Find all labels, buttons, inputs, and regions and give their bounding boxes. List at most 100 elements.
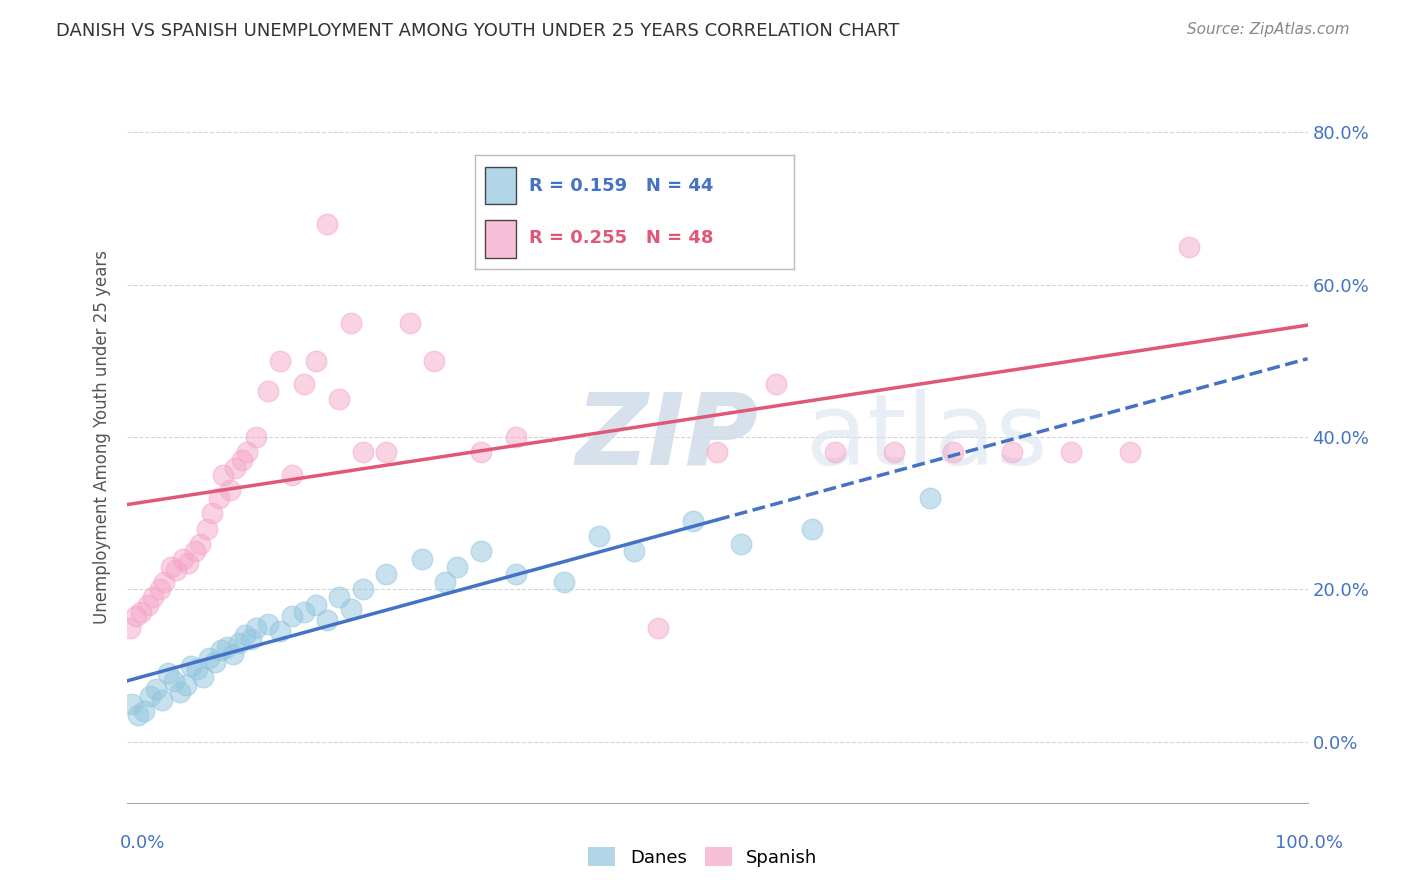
Point xyxy=(150,693,173,707)
Point xyxy=(174,678,197,692)
Point xyxy=(177,556,200,570)
Point xyxy=(434,574,457,589)
Point xyxy=(1119,445,1142,459)
Point xyxy=(765,376,787,391)
Point xyxy=(588,202,610,216)
Point xyxy=(304,598,326,612)
Point xyxy=(257,616,280,631)
Text: Source: ZipAtlas.com: Source: ZipAtlas.com xyxy=(1187,22,1350,37)
Point xyxy=(224,460,246,475)
Point xyxy=(188,537,211,551)
Point xyxy=(824,445,846,459)
Point xyxy=(352,445,374,459)
Point xyxy=(446,559,468,574)
Point xyxy=(706,445,728,459)
Point xyxy=(1178,239,1201,253)
Point xyxy=(198,651,221,665)
Point xyxy=(180,658,202,673)
Point xyxy=(121,697,143,711)
Point xyxy=(505,430,527,444)
Point xyxy=(375,445,398,459)
Point xyxy=(141,590,163,604)
Point xyxy=(340,316,363,330)
Point xyxy=(204,655,226,669)
Point xyxy=(233,628,256,642)
Point xyxy=(399,316,422,330)
Point xyxy=(163,673,186,688)
Point xyxy=(730,537,752,551)
Point xyxy=(184,544,207,558)
Point xyxy=(422,354,444,368)
Point xyxy=(328,392,350,406)
Point xyxy=(340,601,363,615)
Point xyxy=(304,354,326,368)
Point xyxy=(127,708,149,723)
Point xyxy=(245,621,267,635)
Point xyxy=(200,506,222,520)
Point xyxy=(1001,445,1024,459)
Point xyxy=(918,491,941,505)
Point xyxy=(165,563,187,577)
Point xyxy=(292,605,315,619)
Point xyxy=(257,384,280,399)
Point xyxy=(136,598,159,612)
Legend: Danes, Spanish: Danes, Spanish xyxy=(581,840,825,874)
Point xyxy=(682,514,704,528)
Point xyxy=(219,483,242,498)
Point xyxy=(172,552,194,566)
Point xyxy=(470,445,492,459)
Point xyxy=(245,430,267,444)
Point xyxy=(222,647,245,661)
Point xyxy=(153,574,176,589)
Point xyxy=(328,590,350,604)
Point xyxy=(411,552,433,566)
Point xyxy=(281,609,304,624)
Point xyxy=(160,559,183,574)
Point xyxy=(269,624,291,639)
Point xyxy=(145,681,167,696)
Point xyxy=(212,468,235,483)
Point xyxy=(647,621,669,635)
Y-axis label: Unemployment Among Youth under 25 years: Unemployment Among Youth under 25 years xyxy=(93,250,111,624)
Point xyxy=(375,567,398,582)
Point xyxy=(316,613,339,627)
Text: 0.0%: 0.0% xyxy=(120,834,165,852)
Point xyxy=(800,521,823,535)
Point xyxy=(883,445,905,459)
Point xyxy=(129,605,152,619)
Point xyxy=(208,491,231,505)
Point xyxy=(149,582,172,597)
Point xyxy=(193,670,215,684)
Point xyxy=(239,632,262,646)
Point xyxy=(236,445,259,459)
Point xyxy=(169,685,191,699)
Point xyxy=(231,453,253,467)
Text: atlas: atlas xyxy=(806,389,1047,485)
Point xyxy=(281,468,304,483)
Point xyxy=(540,217,562,231)
Point xyxy=(292,376,315,391)
Point xyxy=(942,445,965,459)
Point xyxy=(156,666,179,681)
Point xyxy=(269,354,291,368)
Point xyxy=(1060,445,1083,459)
Point xyxy=(125,609,148,624)
Point xyxy=(470,544,492,558)
Text: ZIP: ZIP xyxy=(575,389,758,485)
Point xyxy=(134,705,156,719)
Point xyxy=(505,567,527,582)
Text: DANISH VS SPANISH UNEMPLOYMENT AMONG YOUTH UNDER 25 YEARS CORRELATION CHART: DANISH VS SPANISH UNEMPLOYMENT AMONG YOU… xyxy=(56,22,900,40)
Point xyxy=(623,544,645,558)
Point xyxy=(352,582,374,597)
Point xyxy=(588,529,610,543)
Point xyxy=(139,689,162,703)
Point xyxy=(215,640,238,654)
Point xyxy=(120,621,142,635)
Point xyxy=(209,643,232,657)
Point xyxy=(228,636,250,650)
Point xyxy=(186,663,208,677)
Point xyxy=(195,521,218,535)
Point xyxy=(316,217,339,231)
Point xyxy=(553,574,575,589)
Text: 100.0%: 100.0% xyxy=(1275,834,1343,852)
